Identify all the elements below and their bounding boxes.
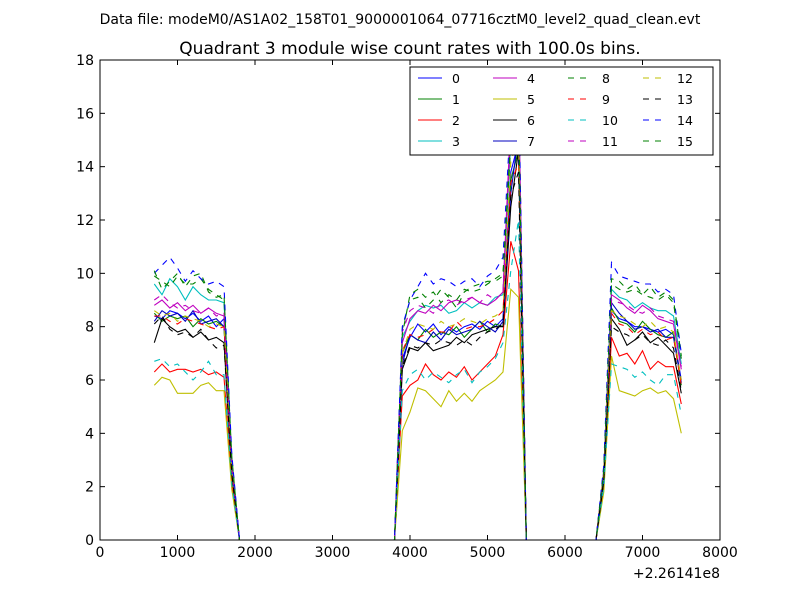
legend-label-15: 15	[677, 134, 693, 149]
x-tick-label: 5000	[470, 545, 506, 561]
y-tick-label: 10	[76, 266, 94, 282]
x-tick-label: 0	[96, 545, 105, 561]
legend-label-10: 10	[602, 113, 618, 128]
series-line-15	[153, 107, 682, 540]
x-axis-offset-label: +2.26141e8	[633, 566, 720, 582]
series-line-10	[154, 219, 682, 540]
series-line-4	[153, 81, 682, 540]
legend-label-7: 7	[527, 134, 535, 149]
legend-label-9: 9	[602, 92, 610, 107]
legend-label-1: 1	[452, 92, 460, 107]
y-tick-label: 2	[85, 480, 94, 496]
series-line-9	[154, 163, 682, 540]
y-tick-label: 14	[76, 160, 94, 176]
y-tick-label: 18	[76, 53, 94, 69]
x-tick-label: 1000	[160, 545, 196, 561]
series-line-14	[153, 73, 682, 540]
y-tick-label: 0	[85, 533, 94, 549]
series-layer	[153, 73, 682, 540]
legend-label-0: 0	[452, 71, 460, 86]
series-line-5	[153, 288, 682, 540]
series-line-13	[153, 171, 682, 540]
x-tick-label: 4000	[392, 545, 428, 561]
series-line-7	[153, 134, 682, 540]
legend-label-5: 5	[527, 92, 535, 107]
y-tick-label: 6	[85, 373, 94, 389]
legend-label-13: 13	[677, 92, 693, 107]
legend-label-14: 14	[677, 113, 693, 128]
series-line-12	[153, 137, 682, 540]
legend-label-2: 2	[452, 113, 460, 128]
legend-frame	[409, 66, 714, 156]
x-tick-label: 3000	[315, 545, 351, 561]
chart-title: Quadrant 3 module wise count rates with …	[179, 39, 640, 59]
legend-label-12: 12	[677, 71, 693, 86]
x-tick-label: 6000	[547, 545, 583, 561]
legend-label-4: 4	[527, 71, 535, 86]
legend-label-6: 6	[527, 113, 535, 128]
series-line-6	[153, 150, 682, 540]
series-line-8	[153, 115, 682, 540]
y-tick-label: 16	[76, 106, 94, 122]
x-tick-label: 8000	[702, 545, 738, 561]
series-line-0	[154, 142, 682, 540]
y-tick-label: 8	[85, 320, 94, 336]
legend-label-8: 8	[602, 71, 610, 86]
y-tick-label: 12	[76, 213, 94, 229]
series-line-3	[153, 97, 682, 540]
chart-suptitle: Data file: modeM0/AS1A02_158T01_90000010…	[100, 12, 701, 28]
legend-label-11: 11	[602, 134, 618, 149]
series-line-11	[153, 75, 682, 540]
x-tick-label: 2000	[237, 545, 273, 561]
legend-label-3: 3	[452, 134, 460, 149]
y-tick-label: 4	[85, 426, 94, 442]
ticks-layer: 0 1000 2000 3000 4000 5000 6000 7000 80000246810…	[76, 53, 738, 561]
series-line-1	[153, 150, 682, 540]
x-tick-label: 7000	[625, 545, 661, 561]
